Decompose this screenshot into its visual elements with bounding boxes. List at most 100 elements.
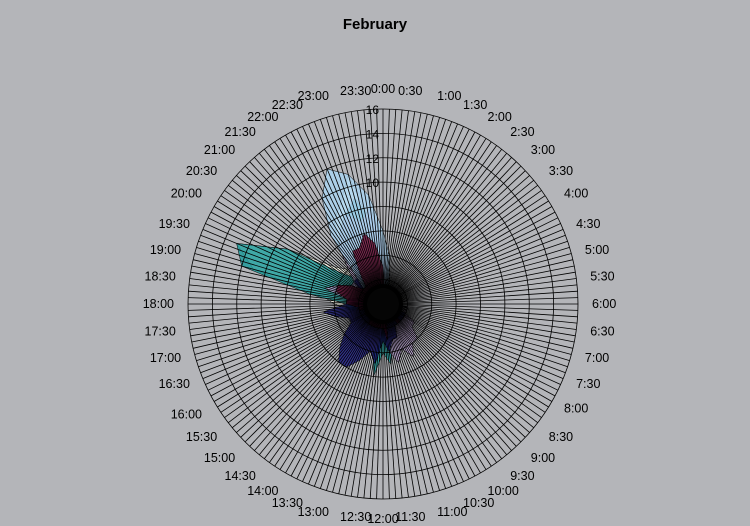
grid-spoke [393, 157, 512, 293]
grid-spoke [188, 290, 368, 304]
grid-spoke [397, 309, 566, 374]
grid-spoke [290, 317, 376, 477]
grid-spoke [302, 318, 377, 482]
grid-spoke [313, 318, 378, 487]
grid-spoke [193, 259, 368, 301]
grid-spoke [189, 305, 368, 330]
grid-spoke [394, 314, 530, 433]
category-label-10-00: 10:00 [488, 484, 519, 498]
grid-spoke [398, 240, 568, 300]
grid-spoke [390, 317, 476, 477]
grid-spoke [224, 312, 371, 418]
category-label-13-00: 13:00 [298, 505, 329, 519]
category-label-8-30: 8:30 [549, 430, 573, 444]
grid-spoke [398, 259, 573, 301]
grid-spoke [376, 109, 383, 289]
category-label-15-00: 15:00 [204, 451, 235, 465]
grid-spoke [392, 316, 508, 455]
grid-spoke [393, 161, 517, 293]
grid-spoke [191, 265, 368, 302]
category-label-0-00: 0:00 [371, 82, 395, 96]
category-label-11-00: 11:00 [437, 505, 467, 519]
grid-spoke [363, 109, 382, 289]
category-label-1-00: 1:00 [437, 89, 461, 103]
grid-spoke [191, 306, 368, 343]
grid-spoke [244, 315, 372, 443]
category-label-12-00: 12:00 [367, 512, 398, 526]
grid-spoke [232, 179, 371, 295]
grid-spoke [389, 128, 470, 290]
grid-spoke [236, 175, 372, 294]
category-label-20-30: 20:30 [186, 164, 217, 178]
grid-spoke [188, 304, 368, 311]
category-label-5-00: 5:00 [585, 243, 609, 257]
grid-spoke [383, 109, 390, 289]
radial-tick-label-12: 12 [366, 152, 380, 166]
grid-spoke [258, 316, 374, 455]
category-label-15-30: 15:30 [186, 430, 217, 444]
category-label-14-30: 14:30 [225, 469, 256, 483]
grid-spoke [196, 308, 368, 361]
grid-spoke [398, 305, 578, 324]
grid-spoke [232, 313, 371, 429]
label-layer: 0:00 0:30 1:001:302:002:30 3:00 3:30 4:00 4:30… [143, 82, 617, 526]
grid-spoke [249, 161, 373, 293]
grid-spoke [385, 319, 422, 496]
grid-spoke [296, 318, 377, 480]
grid-spoke [391, 317, 487, 470]
grid-spoke [344, 319, 381, 496]
grid-spoke [388, 123, 458, 290]
grid-spoke [384, 319, 409, 498]
grid-spoke [202, 309, 369, 379]
grid-spoke [357, 110, 382, 289]
grid-spoke [397, 310, 561, 385]
grid-spoke [397, 229, 564, 299]
grid-spoke [397, 217, 559, 298]
category-label-0-30: 0:30 [398, 84, 422, 98]
grid-spoke [369, 109, 383, 289]
grid-spoke [269, 316, 375, 463]
chart-title: February [342, 16, 408, 33]
grid-spoke [357, 319, 382, 498]
grid-spoke [391, 316, 497, 463]
grid-spoke [205, 310, 369, 385]
category-label-14-00: 14:00 [247, 484, 278, 498]
grid-spoke [263, 316, 374, 459]
grid-spoke [398, 278, 577, 303]
grid-spoke [210, 311, 370, 397]
category-label-18-00: 18:00 [143, 297, 174, 311]
grid-spoke [396, 312, 546, 413]
grid-spoke [198, 240, 368, 300]
grid-spoke [205, 223, 369, 298]
category-label-2-30: 2:30 [510, 125, 534, 139]
grid-spoke [394, 314, 526, 438]
category-label-17-00: 17:00 [150, 351, 181, 365]
grid-spoke [390, 131, 476, 291]
grid-spoke [188, 284, 368, 303]
grid-spoke [395, 190, 542, 296]
grid-spoke [396, 195, 546, 296]
grid-spoke [391, 138, 487, 291]
grid-spoke [394, 315, 522, 443]
category-label-21-30: 21:30 [225, 125, 256, 139]
category-label-23-30: 23:30 [340, 84, 371, 98]
category-label-22-00: 22:00 [247, 110, 278, 124]
grid-spoke [194, 253, 368, 301]
grid-spoke [392, 149, 503, 292]
grid-spoke [396, 312, 549, 408]
category-label-22-30: 22:30 [272, 98, 303, 112]
grid-spoke [395, 184, 538, 295]
radial-tick-label-10: 10 [366, 176, 380, 190]
grid-spoke [398, 306, 575, 343]
grid-spoke [228, 313, 371, 424]
grid-spoke [387, 319, 440, 491]
grid-spoke [285, 134, 376, 291]
grid-spoke [313, 121, 378, 290]
grid-spoke [188, 297, 368, 304]
grid-spoke [240, 170, 372, 294]
category-label-16-00: 16:00 [171, 408, 202, 422]
grid-spoke [388, 318, 458, 485]
grid-spoke [200, 309, 369, 374]
grid-spoke [338, 319, 380, 494]
grid-spoke [194, 307, 368, 355]
